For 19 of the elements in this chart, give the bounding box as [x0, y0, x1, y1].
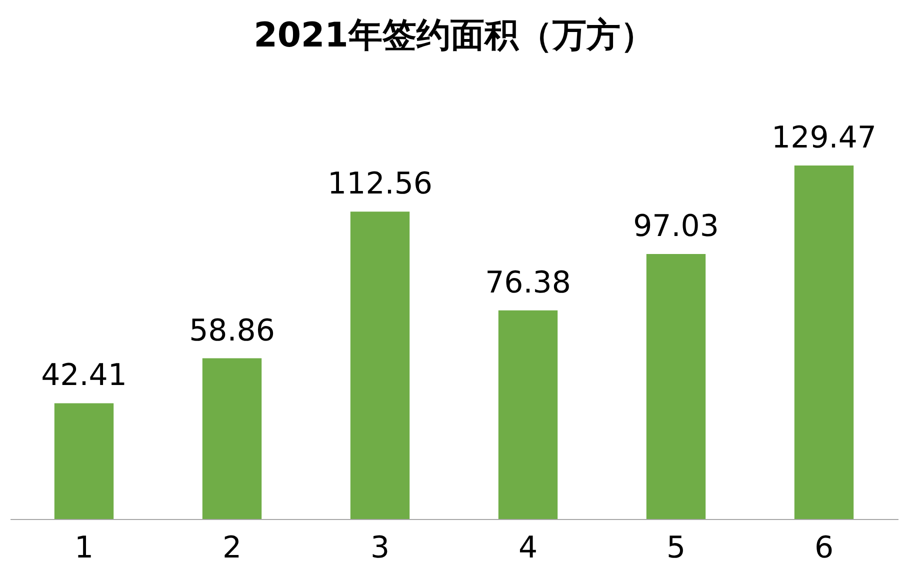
x-tick-label: 3 [370, 530, 390, 566]
bar [646, 254, 706, 519]
data-label: 76.38 [485, 265, 571, 300]
bar [794, 165, 854, 519]
bar [350, 212, 410, 519]
bar [54, 403, 114, 519]
bar [498, 310, 558, 519]
x-tick-label: 5 [666, 530, 686, 566]
x-tick-label: 1 [74, 530, 94, 566]
chart-title: 2021年签约面积（万方） [254, 15, 654, 56]
bar [202, 358, 262, 519]
x-tick-label: 4 [518, 530, 538, 566]
x-tick-label: 2 [222, 530, 242, 566]
x-tick-label: 6 [814, 530, 834, 566]
data-label: 42.41 [41, 358, 127, 394]
data-label: 58.86 [189, 313, 275, 348]
data-label: 97.03 [633, 209, 719, 244]
data-label: 129.47 [772, 120, 876, 156]
data-label: 112.56 [328, 166, 432, 202]
